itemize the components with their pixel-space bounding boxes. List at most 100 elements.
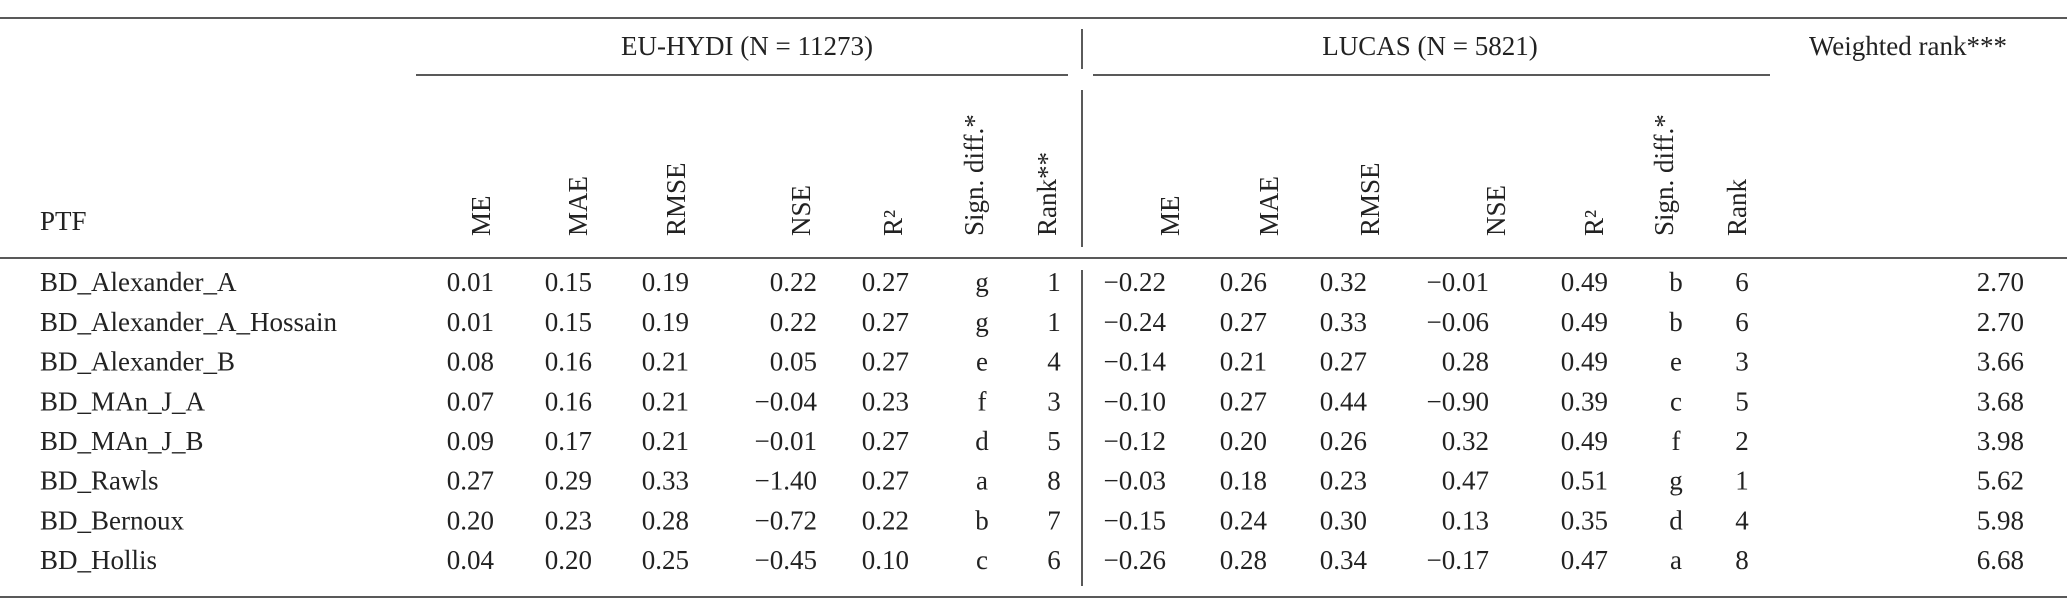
cell: 0.23	[1320, 466, 1367, 496]
cell: 0.21	[1220, 347, 1267, 377]
cell: 0.47	[1442, 466, 1489, 496]
cell: 0.17	[545, 426, 592, 456]
row-label: BD_Rawls	[40, 466, 159, 496]
cell: 0.30	[1320, 505, 1367, 535]
cell: 0.27	[1320, 347, 1367, 377]
column-header: NSE	[786, 185, 816, 236]
cell: −0.04	[755, 386, 818, 416]
group-header: Weighted rank***	[1809, 31, 2007, 61]
cell: 5	[1735, 386, 1749, 416]
cell: −0.45	[755, 545, 817, 575]
cell: 8	[1047, 466, 1061, 496]
cell: b	[1669, 307, 1683, 337]
cell: 0.27	[447, 466, 494, 496]
cell: −0.90	[1427, 386, 1489, 416]
cell: 0.27	[862, 347, 909, 377]
cell: 3.66	[1977, 347, 2024, 377]
cell: −0.14	[1104, 347, 1167, 377]
cell: c	[1670, 386, 1682, 416]
row-label: BD_Alexander_B	[40, 347, 235, 377]
cell: 0.16	[545, 347, 592, 377]
row-header: PTF	[40, 206, 87, 236]
cell: −0.15	[1104, 505, 1166, 535]
cell: 7	[1047, 505, 1061, 535]
cell: 6	[1047, 545, 1061, 575]
cell: 0.22	[770, 267, 817, 297]
cell: 8	[1735, 545, 1749, 575]
cell: −0.17	[1427, 545, 1489, 575]
cell: 0.49	[1561, 347, 1608, 377]
cell: 0.39	[1561, 386, 1608, 416]
column-header: Sign. diff.*	[1649, 114, 1679, 236]
cell: −0.10	[1104, 386, 1166, 416]
cell: 0.23	[545, 505, 592, 535]
cell: 1	[1047, 267, 1061, 297]
cell: a	[976, 466, 988, 496]
column-header: Rank**	[1032, 152, 1062, 236]
cell: 0.27	[862, 466, 909, 496]
cell: −0.03	[1104, 466, 1166, 496]
cell: 5.62	[1977, 466, 2024, 496]
cell: 0.01	[447, 307, 494, 337]
group-header: EU-HYDI (N = 11273)	[621, 31, 873, 61]
cell: 0.27	[1220, 386, 1267, 416]
cell: 0.32	[1320, 267, 1367, 297]
row-label: BD_Alexander_A_Hossain	[40, 307, 337, 337]
cell: 0.28	[1220, 545, 1267, 575]
cell: −0.72	[755, 505, 817, 535]
cell: 0.35	[1561, 505, 1608, 535]
cell: 0.28	[642, 505, 689, 535]
group-header: LUCAS (N = 5821)	[1322, 31, 1537, 61]
cell: 0.49	[1561, 307, 1608, 337]
cell: −0.06	[1427, 307, 1489, 337]
row-label: BD_Hollis	[40, 545, 157, 575]
cell: 0.29	[545, 466, 592, 496]
cell: 0.16	[545, 386, 592, 416]
column-header: ME	[1155, 196, 1185, 237]
cell: 0.27	[862, 307, 909, 337]
column-header: RMSE	[1355, 162, 1385, 236]
cell: 0.51	[1561, 466, 1608, 496]
cell: 0.25	[642, 545, 689, 575]
cell: −0.01	[1427, 267, 1489, 297]
column-header: R²	[878, 210, 908, 236]
cell: 5.98	[1977, 505, 2024, 535]
cell: b	[975, 505, 989, 535]
column-header: NSE	[1481, 185, 1511, 236]
cell: 2.70	[1977, 267, 2024, 297]
cell: 6	[1735, 307, 1749, 337]
column-header: RMSE	[661, 162, 691, 236]
cell: 0.27	[1220, 307, 1267, 337]
cell: 0.19	[642, 307, 689, 337]
cell: 0.26	[1320, 426, 1367, 456]
cell: 0.15	[545, 267, 592, 297]
cell: f	[978, 386, 987, 416]
cell: 0.21	[642, 426, 689, 456]
cell: 0.34	[1320, 545, 1368, 575]
cell: 3.98	[1977, 426, 2024, 456]
column-header: R²	[1579, 210, 1609, 236]
cell: 0.28	[1442, 347, 1489, 377]
row-label: BD_Bernoux	[40, 505, 184, 535]
cell: 0.15	[545, 307, 592, 337]
cell: 0.33	[1320, 307, 1367, 337]
cell: e	[1670, 347, 1682, 377]
cell: c	[976, 545, 988, 575]
cell: 0.09	[447, 426, 494, 456]
cell: 0.01	[447, 267, 494, 297]
cell: 4	[1735, 505, 1749, 535]
cell: 0.49	[1561, 267, 1608, 297]
cell: g	[975, 307, 989, 337]
cell: −0.24	[1104, 307, 1167, 337]
cell: 0.23	[862, 386, 909, 416]
cell: 0.21	[642, 347, 689, 377]
cell: 2.70	[1977, 307, 2024, 337]
cell: −0.26	[1104, 545, 1166, 575]
cell: d	[975, 426, 989, 456]
cell: 0.49	[1561, 426, 1608, 456]
cell: 0.22	[862, 505, 909, 535]
cell: d	[1669, 505, 1683, 535]
cell: −0.12	[1104, 426, 1166, 456]
cell: e	[976, 347, 988, 377]
row-label: BD_MAn_J_B	[40, 426, 204, 456]
